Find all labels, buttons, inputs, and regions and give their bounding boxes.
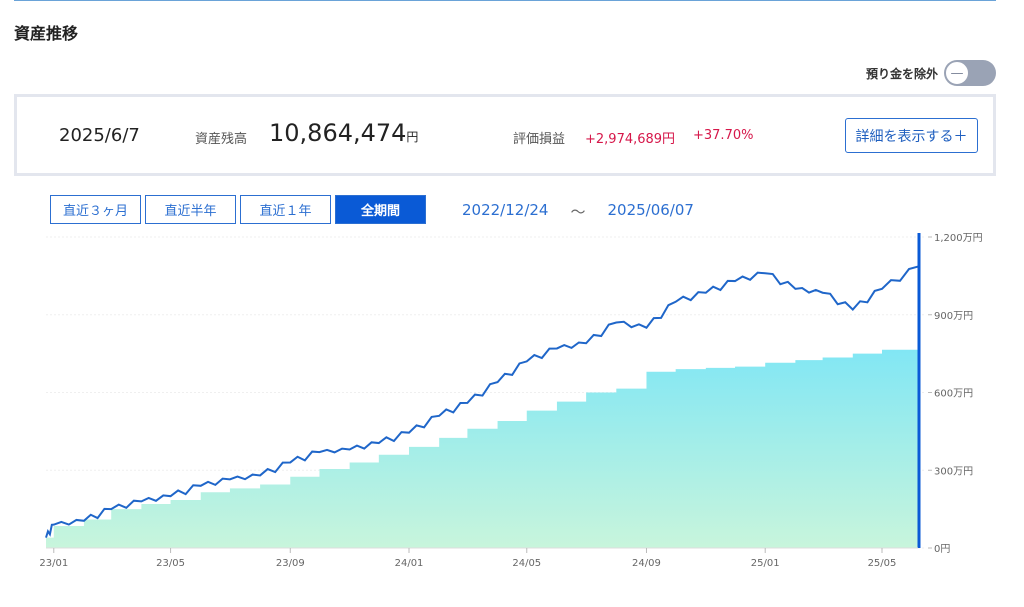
range-separator: ～ <box>570 203 586 221</box>
range-start[interactable]: 2022/12/24 <box>462 201 549 219</box>
pl-label: 評価損益 <box>513 132 566 147</box>
balance-label: 資産残高 <box>195 132 248 147</box>
x-tick-label: 23/01 <box>39 558 68 569</box>
summary-date: 2025/6/7 <box>59 125 140 146</box>
x-tick-label: 25/01 <box>751 558 780 569</box>
x-tick-label: 23/05 <box>156 558 185 569</box>
y-tick-label: 1,200万円 <box>934 233 983 244</box>
show-details-button[interactable]: 詳細を表示する＋ <box>845 118 978 153</box>
y-tick-label: 300万円 <box>934 466 973 477</box>
asset-line <box>45 265 919 538</box>
balance-unit: 円 <box>406 130 419 144</box>
tab-3-months[interactable]: 直近３ヶ月 <box>50 195 141 224</box>
pl-percent: +37.70% <box>693 128 754 143</box>
pl-value: +2,974,689円 <box>585 132 676 147</box>
x-tick-label: 23/09 <box>276 558 305 569</box>
x-axis: 23/01 23/05 23/09 24/01 24/05 24/09 25/01 25/05 <box>39 547 918 569</box>
y-tick-label: 900万円 <box>934 311 973 322</box>
top-divider <box>14 0 996 1</box>
period-tabs: 直近３ヶ月 直近半年 直近１年 全期間 <box>50 195 426 224</box>
toggle-knob-icon: — <box>945 61 969 85</box>
x-tick-label: 24/05 <box>512 558 541 569</box>
summary-panel: 2025/6/7 資産残高 10,864,474円 評価損益 +2,974,68… <box>14 94 996 176</box>
x-tick-label: 25/05 <box>868 558 897 569</box>
range-end[interactable]: 2025/06/07 <box>607 201 694 219</box>
y-tick-label: 0円 <box>934 544 950 555</box>
exclude-deposit-toggle-group: 預り金を除外 — <box>866 60 996 86</box>
x-tick-label: 24/09 <box>632 558 661 569</box>
toggle-label: 預り金を除外 <box>865 66 938 81</box>
tab-half-year[interactable]: 直近半年 <box>145 195 236 224</box>
y-axis: 1,200万円 900万円 600万円 300万円 0円 <box>928 233 983 555</box>
x-tick-label: 24/01 <box>395 558 424 569</box>
page-title: 資産推移 <box>14 24 79 43</box>
balance-number: 10,864,474 <box>269 119 407 147</box>
tab-all-period[interactable]: 全期間 <box>335 195 426 224</box>
tab-1-year[interactable]: 直近１年 <box>240 195 331 224</box>
date-range: 2022/12/24 ～ 2025/06/07 <box>462 201 694 222</box>
principal-area <box>46 343 918 548</box>
exclude-deposit-toggle[interactable]: — <box>944 60 996 86</box>
asset-history-chart[interactable]: 23/01 23/05 23/09 24/01 24/05 24/09 25/01 25/05… <box>0 228 1024 598</box>
y-tick-label: 600万円 <box>934 389 973 400</box>
balance-value: 10,864,474円 <box>269 119 418 147</box>
